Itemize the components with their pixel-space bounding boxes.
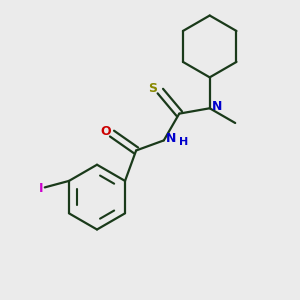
Text: H: H <box>179 137 188 147</box>
Text: I: I <box>39 182 43 195</box>
Text: N: N <box>212 100 222 113</box>
Text: N: N <box>166 132 176 146</box>
Text: O: O <box>100 125 110 138</box>
Text: S: S <box>148 82 158 94</box>
